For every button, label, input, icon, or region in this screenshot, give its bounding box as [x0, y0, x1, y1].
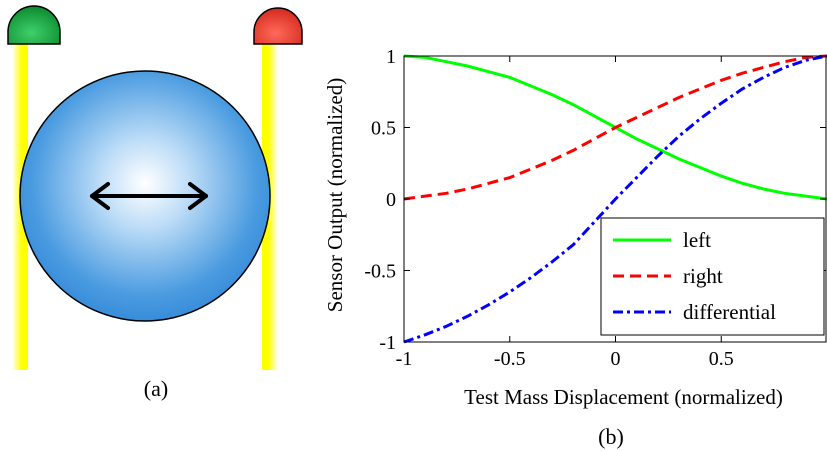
legend-label-left: left — [683, 228, 711, 252]
x-tick-label: 0 — [611, 348, 621, 370]
axis-ticks — [403, 55, 826, 343]
panel-b-chart: -1 -0.5 0 0.5 1 -1 -0.5 0 0.5 left right differen… — [323, 46, 827, 449]
series-layer — [403, 54, 827, 344]
right-led — [253, 7, 303, 45]
left-led — [7, 5, 61, 45]
y-tick-label: 1 — [386, 46, 396, 68]
legend-label-right: right — [683, 264, 723, 288]
legend: left right differential — [600, 217, 825, 336]
x-axis-label: Test Mass Displacement (normalized) — [464, 385, 783, 409]
panel-b-caption: (b) — [598, 424, 624, 449]
series-line-right — [403, 54, 827, 201]
y-tick-label: -0.5 — [364, 261, 396, 283]
x-tick-label: -0.5 — [494, 348, 526, 370]
y-axis-label: Sensor Output (normalized) — [323, 78, 347, 312]
panel-a-caption: (a) — [144, 376, 168, 401]
panel-a-sensor-diagram: (a) — [7, 5, 303, 401]
series-line-differential — [403, 54, 827, 344]
y-tick-label: -1 — [379, 332, 396, 354]
x-tick-label: 0.5 — [709, 348, 734, 370]
legend-label-differential: differential — [683, 300, 776, 324]
y-tick-label: 0 — [386, 189, 396, 211]
x-tick-labels: -1 -0.5 0 0.5 — [396, 348, 734, 370]
y-tick-labels: -1 -0.5 0 0.5 1 — [364, 46, 396, 354]
double-headed-arrow-icon — [90, 182, 208, 210]
x-tick-label: -1 — [396, 348, 413, 370]
y-tick-label: 0.5 — [371, 118, 396, 140]
